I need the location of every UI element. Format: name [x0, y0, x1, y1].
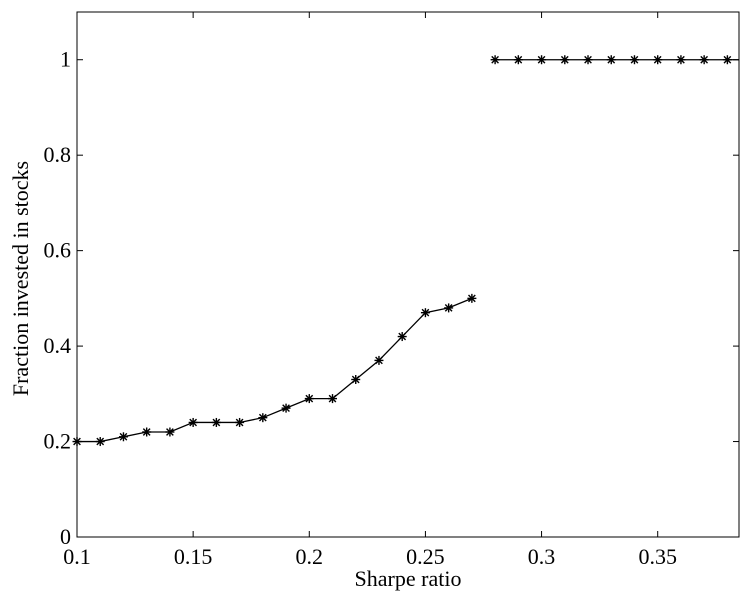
data-point-marker	[653, 55, 663, 65]
x-tick-label: 0.2	[296, 544, 324, 569]
series-layer	[72, 55, 739, 447]
data-point-marker	[188, 417, 198, 427]
marker-stroke	[468, 294, 476, 303]
data-point-marker	[397, 332, 407, 342]
x-tick-label: 0.1	[63, 544, 91, 569]
data-point-marker	[699, 55, 709, 65]
y-tick-label: 1	[60, 47, 71, 72]
marker-stroke	[653, 55, 662, 64]
marker-stroke	[607, 55, 616, 64]
plot-border	[76, 11, 740, 538]
marker-stroke	[73, 437, 81, 446]
y-tick-label: 0	[60, 524, 71, 549]
marker-stroke	[491, 55, 499, 64]
data-point-marker	[583, 55, 593, 65]
marker-stroke	[351, 375, 360, 384]
data-point-marker	[629, 55, 639, 65]
data-point-marker	[676, 55, 686, 65]
data-point-marker	[211, 417, 221, 427]
marker-stroke	[514, 55, 523, 64]
marker-stroke	[630, 55, 639, 64]
plot-frame	[76, 11, 740, 538]
data-point-marker	[722, 55, 732, 65]
data-point-marker	[606, 55, 616, 65]
data-point-marker	[374, 355, 384, 365]
y-tick-label: 0.2	[44, 429, 72, 454]
y-tick-label: 0.8	[44, 142, 72, 167]
marker-stroke	[235, 418, 244, 427]
data-point-marker	[142, 427, 152, 437]
x-tick-label: 0.3	[528, 544, 556, 569]
marker-stroke	[375, 356, 383, 365]
data-point-marker	[560, 55, 570, 65]
data-point-marker	[118, 432, 128, 442]
marker-stroke	[212, 418, 221, 427]
data-point-marker	[467, 293, 477, 303]
marker-stroke	[421, 308, 430, 317]
tick-labels: 0.1 0.15 0.2 0.25 0.3 0.35 0 0.2 0.4 0.6 0.8 1	[44, 47, 677, 569]
x-tick-label: 0.35	[638, 544, 677, 569]
marker-stroke	[723, 55, 732, 64]
data-point-marker	[444, 303, 454, 313]
marker-stroke	[328, 394, 337, 403]
data-point-marker	[165, 427, 175, 437]
marker-stroke	[700, 55, 709, 64]
marker-stroke	[305, 394, 314, 403]
x-tick-label: 0.25	[406, 544, 445, 569]
series-line-1	[77, 297, 473, 443]
data-point-marker	[258, 413, 268, 423]
marker-stroke	[677, 55, 685, 64]
data-point-marker	[351, 375, 361, 384]
marker-stroke	[584, 55, 592, 64]
data-point-marker	[304, 394, 314, 404]
marker-stroke	[282, 404, 290, 413]
marker-stroke	[166, 428, 174, 436]
marker-stroke	[537, 55, 546, 64]
y-axis-label: Fraction invested in stocks	[8, 161, 33, 396]
marker-stroke	[189, 418, 198, 427]
x-tick-label: 0.15	[174, 544, 213, 569]
data-point-marker	[235, 417, 245, 427]
data-point-marker	[490, 55, 500, 65]
y-tick-label: 0.4	[44, 333, 72, 358]
marker-stroke	[96, 437, 105, 446]
marker-stroke	[444, 304, 453, 312]
marker-stroke	[119, 432, 128, 441]
data-point-marker	[513, 55, 523, 65]
data-point-marker	[95, 437, 105, 447]
marker-stroke	[142, 428, 151, 436]
y-tick-label: 0.6	[44, 238, 72, 263]
marker-stroke	[560, 55, 569, 64]
data-point-marker	[328, 394, 338, 404]
axis-ticks	[76, 12, 739, 538]
data-point-marker	[420, 308, 430, 318]
data-point-marker	[72, 437, 82, 447]
marker-stroke	[398, 332, 407, 341]
data-point-marker	[537, 55, 547, 65]
x-axis-label: Sharpe ratio	[355, 566, 462, 591]
marker-stroke	[258, 413, 267, 422]
data-point-marker	[281, 403, 291, 413]
